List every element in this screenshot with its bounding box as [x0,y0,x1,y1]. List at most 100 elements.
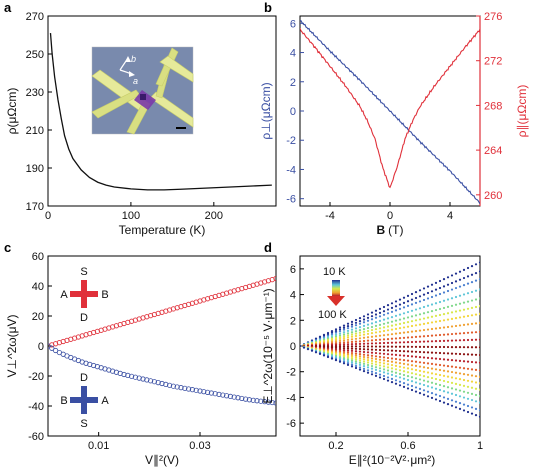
panel-d-point [466,391,470,394]
panel-d-point [402,385,406,388]
panel-d-point [470,322,474,325]
panel-d-point [462,276,466,280]
legend-top-temp: 10 K [323,266,346,278]
panel-b-right-ytick-label-4: 276 [484,11,502,23]
panel-d-point [390,315,394,319]
panel-d-point [442,291,446,294]
panel-d-point [402,306,406,309]
panel-d-point [462,268,466,271]
panel-d-point [466,314,470,318]
panel-d-point [374,324,378,328]
panel-d-point [470,392,474,396]
panel-c-point [246,397,252,403]
panel-c-xtick-label-1: 0.03 [189,440,210,452]
panel-d-point [358,334,362,337]
panel-d-ytick-label-4: 2 [290,315,296,327]
panel-d-point [338,357,342,360]
panel-d-point [454,393,458,397]
panel-d-point [354,360,358,363]
panel-d-point [430,315,434,318]
panel-d-point [354,358,358,361]
panel-d-point [338,348,342,351]
panel-d-point [354,362,358,365]
panel-d-point [370,311,374,314]
panel-d-point [470,306,474,310]
panel-d-point [354,327,358,330]
panel-d-point [478,395,480,398]
panel-d-point [390,367,394,370]
inset-label-b: b [131,54,136,64]
panel-d-point [446,370,450,373]
panel-d-point [410,384,414,388]
panel-d-point [446,289,450,293]
panel-d-point [478,321,480,324]
panel-d-point [362,339,366,343]
panel-d-point [386,366,390,369]
panel-c-label: c [4,240,11,255]
panel-d-point [362,324,366,327]
panel-d-point [466,300,470,303]
panel-d-point [342,326,346,329]
panel-d-point [362,327,366,331]
panel-d-point [378,307,382,310]
panel-d-point [366,336,370,339]
panel-d-point [402,296,406,299]
panel-d-point [466,360,470,363]
panel-d-point [454,295,458,299]
panel-d-point [370,315,374,318]
panel-d-point [458,324,462,327]
panel-d-point [450,274,454,277]
panel-d-point [414,360,418,363]
panel-d-point [370,332,374,335]
panel-d-series-9 [300,338,480,348]
panel-d-point [342,358,346,361]
panel-d-point [454,382,458,385]
panel-c-point [178,385,184,391]
panel-d-point [442,333,446,336]
panel-d-point [382,341,386,345]
panel-d-point [350,365,354,368]
panel-d-point [390,360,394,363]
panel-d-point [470,374,474,377]
panel-d-point [386,372,390,375]
panel-d-point [422,361,426,364]
panel-d-point [430,327,434,331]
panel-d-point [398,298,402,301]
panel-d-point [418,387,422,390]
panel-d-point [470,338,474,341]
panel-d-point [342,331,346,334]
panel-d-point [374,355,378,358]
panel-b-xtick-label-1: 0 [387,210,393,222]
panel-d-point [478,312,480,315]
panel-d-point [462,378,466,382]
panel-d-point [378,367,382,370]
panel-d-point [418,335,422,338]
panel-d-point [354,345,358,348]
panel-d-point [450,392,454,395]
panel-d-point [470,299,474,302]
panel-d-point [434,288,438,291]
panel-d-point [338,345,342,348]
panel-d-point [374,342,378,345]
panel-d-point [402,366,406,369]
panel-d-point [402,321,406,325]
panel-d-point [466,275,470,278]
panel-d-point [438,378,442,382]
panel-d-point [378,327,382,330]
panel-d-point [414,350,418,353]
panel-d-point [474,322,478,325]
panel-d-xlabel: E∥²(10⁻²V²·μm²) [349,453,436,467]
panel-d-point [410,376,414,379]
panel-d-point [398,362,402,365]
panel-d-point [430,290,434,293]
panel-d-point [354,324,358,327]
panel-d-point [406,378,410,382]
panel-c-point [254,398,260,404]
panel-d-point [414,377,418,380]
panel-d-point [402,345,406,348]
panel-d-point [354,318,358,322]
panel-d-point [422,317,426,320]
panel-d-point [354,330,358,333]
panel-d-point [478,369,480,372]
panel-d-series-0 [300,261,480,348]
